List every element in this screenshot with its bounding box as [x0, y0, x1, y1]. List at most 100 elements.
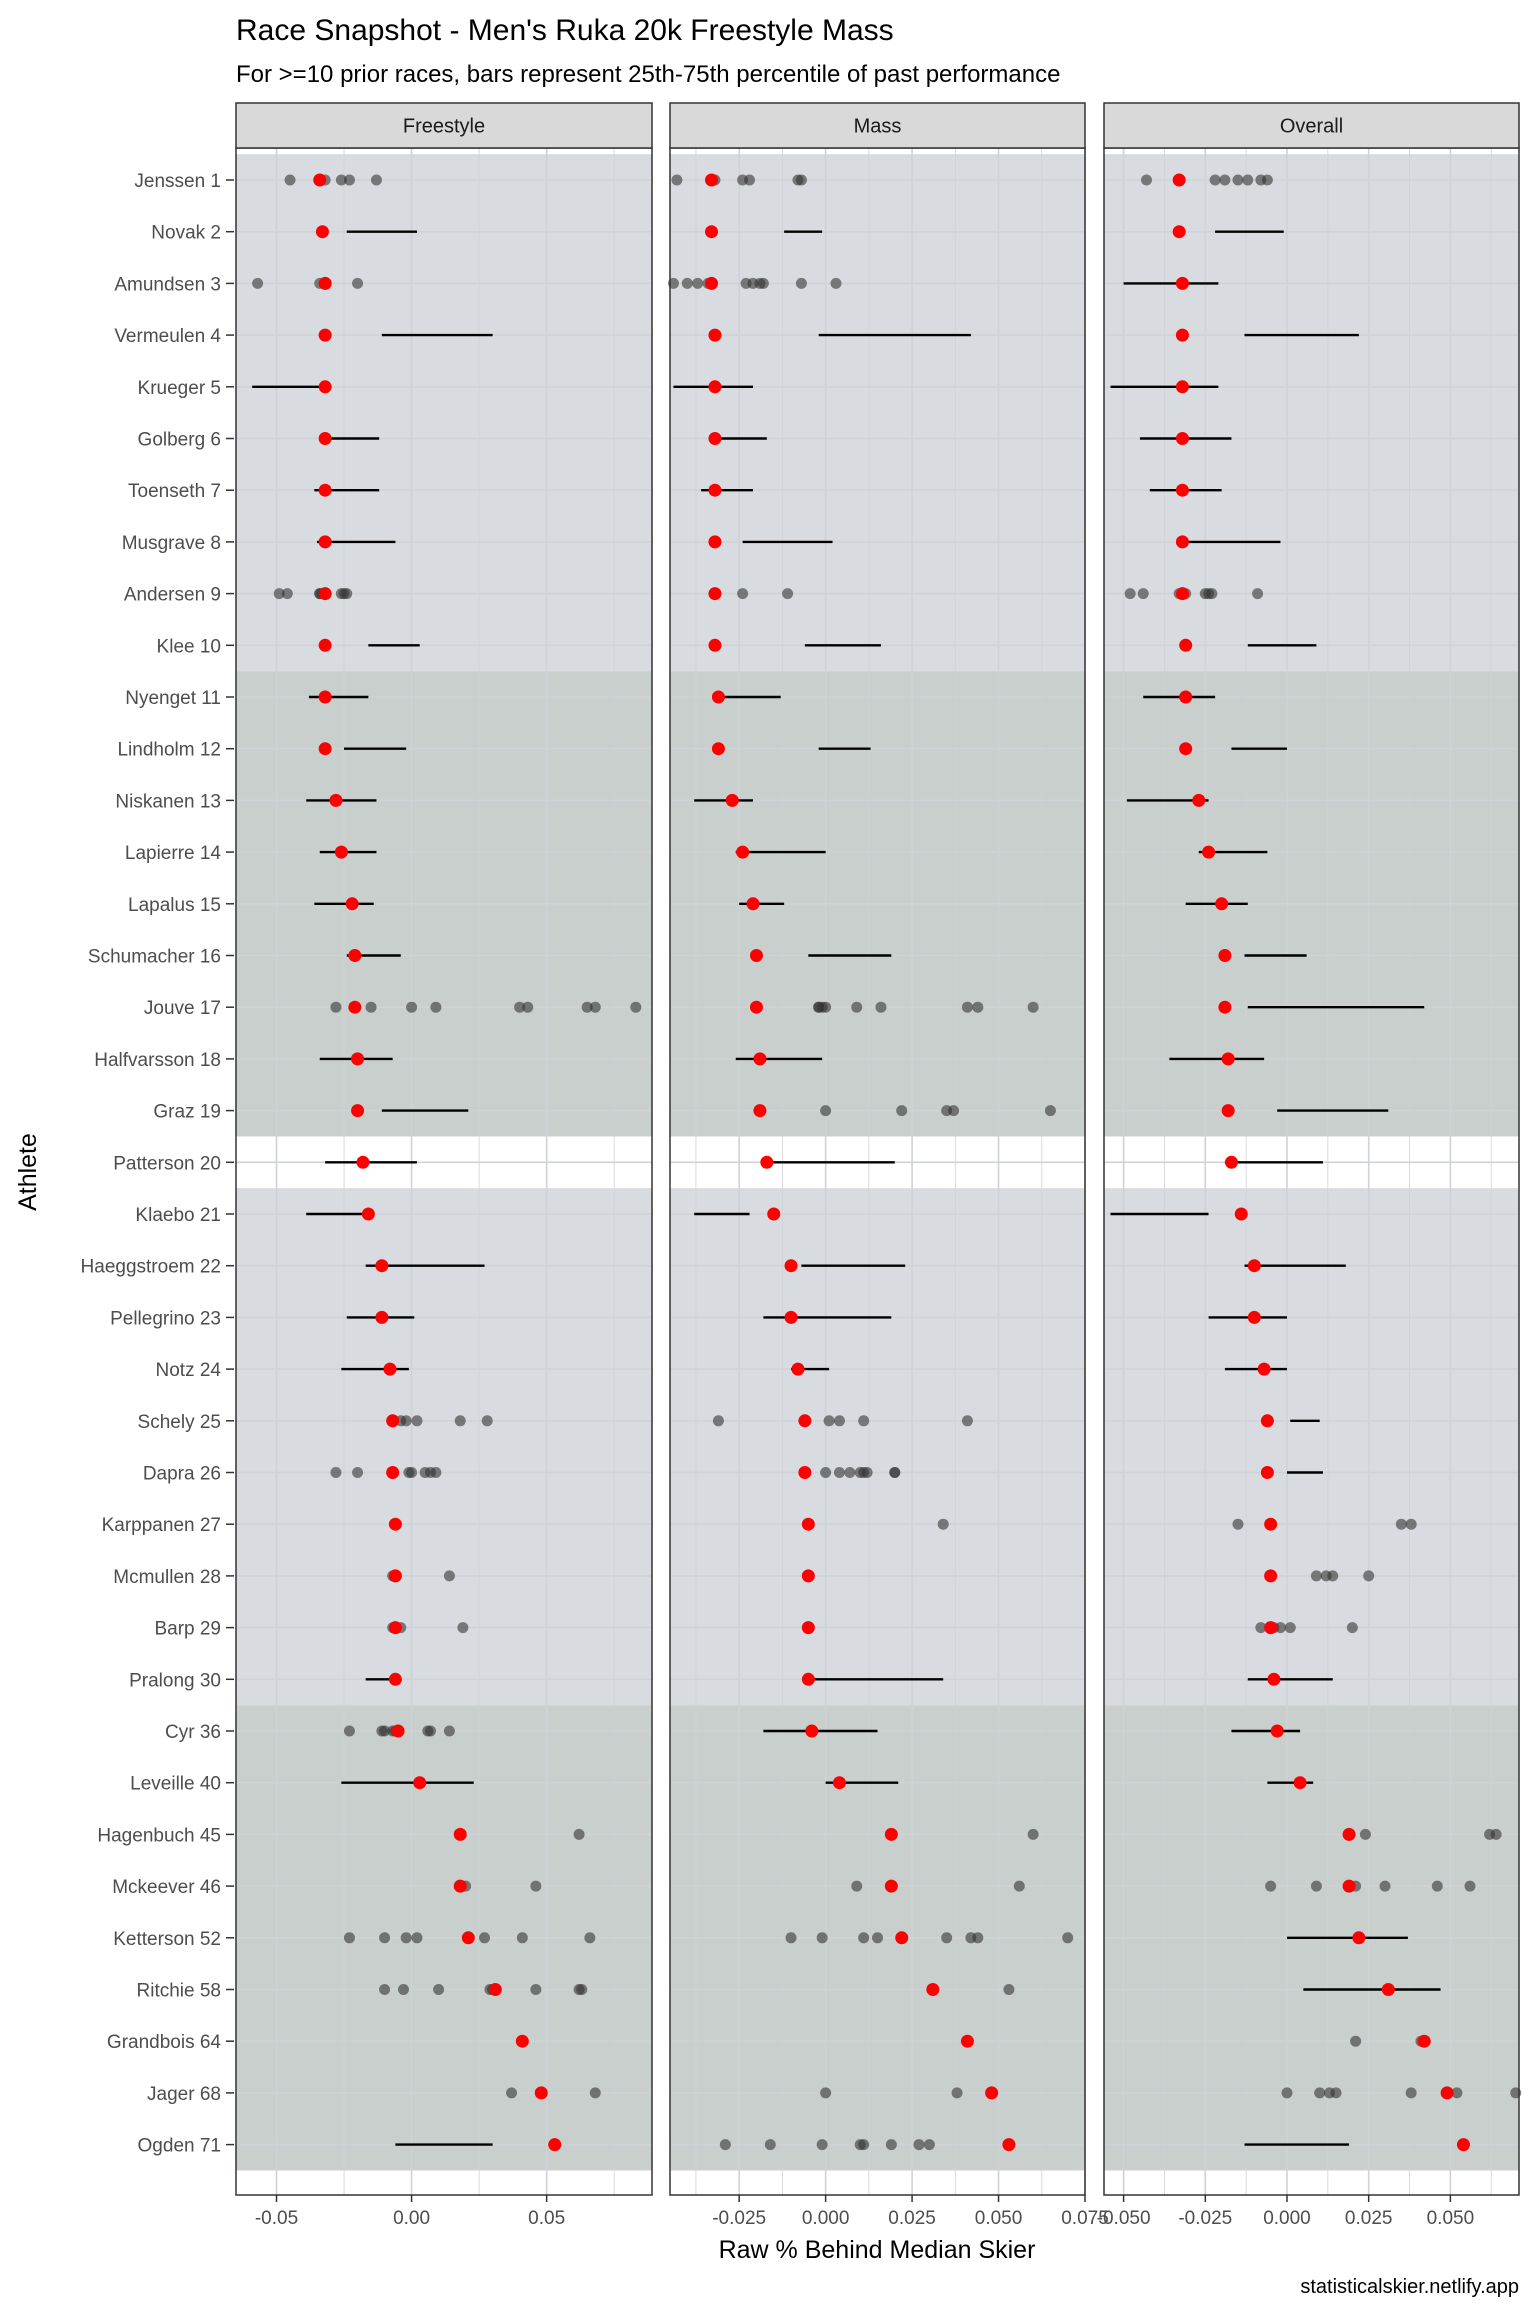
- past-race-point: [530, 1984, 542, 1995]
- past-race-point: [872, 1932, 883, 1944]
- past-race-point: [764, 2139, 776, 2151]
- past-race-point: [1405, 2087, 1417, 2099]
- past-race-point: [352, 277, 364, 289]
- past-race-point: [1252, 588, 1264, 600]
- past-race-point: [1310, 1570, 1322, 1582]
- past-race-point: [457, 1622, 469, 1634]
- current-race-point: [1264, 1517, 1278, 1531]
- current-race-point: [753, 1104, 767, 1118]
- athlete-label: Halfvarsson 18: [94, 1050, 221, 1071]
- past-race-point: [365, 1001, 377, 1013]
- athlete-label: Jager 68: [147, 2084, 221, 2105]
- past-race-point: [1003, 1984, 1015, 1995]
- current-race-point: [736, 845, 750, 859]
- current-race-point: [725, 793, 739, 807]
- current-race-point: [801, 1517, 815, 1531]
- past-race-point: [516, 1932, 528, 1944]
- past-race-point: [851, 1880, 863, 1892]
- current-race-point: [318, 432, 332, 445]
- athlete-label: Niskanen 13: [115, 791, 221, 812]
- current-race-point: [1264, 1569, 1278, 1583]
- past-race-point: [281, 588, 293, 600]
- athlete-label: Patterson 20: [113, 1153, 221, 1174]
- athlete-label: Amundsen 3: [114, 274, 221, 295]
- past-race-point: [885, 2139, 897, 2151]
- current-race-point: [375, 1310, 389, 1324]
- past-race-point: [430, 1467, 442, 1478]
- current-race-point: [1381, 1983, 1395, 1996]
- x-tick-label: 0.050: [1427, 2208, 1475, 2229]
- current-race-point: [1175, 587, 1189, 601]
- athlete-label: Schely 25: [138, 1412, 221, 1433]
- past-race-point: [379, 1932, 391, 1944]
- athlete-label: Lapierre 14: [125, 843, 222, 864]
- chart-subtitle: For >=10 prior races, bars represent 25t…: [236, 61, 1060, 88]
- past-race-point: [1242, 174, 1254, 186]
- current-race-point: [798, 1414, 812, 1428]
- past-race-point: [506, 2087, 518, 2099]
- past-race-point: [406, 1001, 418, 1013]
- past-race-point: [330, 1001, 342, 1013]
- athlete-label: Cyr 36: [165, 1722, 221, 1743]
- rank-band: [236, 154, 652, 672]
- current-race-point: [895, 1931, 909, 1945]
- past-race-point: [785, 1932, 797, 1944]
- past-race-point: [1490, 1828, 1502, 1840]
- facet-panel-overall: Overall -0.050 -0.025 0.000 0.025 0.050: [1097, 102, 1522, 2229]
- past-race-point: [454, 1415, 466, 1427]
- current-race-point: [386, 1466, 400, 1479]
- current-race-point: [801, 1672, 815, 1686]
- past-race-point: [972, 1932, 984, 1944]
- past-race-point: [481, 1415, 493, 1427]
- past-race-point: [1284, 1622, 1296, 1634]
- past-race-point: [1261, 174, 1273, 186]
- past-race-point: [820, 2087, 832, 2099]
- current-race-point: [711, 690, 725, 704]
- past-race-point: [820, 1105, 832, 1117]
- x-tick-label: 0.050: [975, 2208, 1023, 2229]
- athlete-label: Vermeulen 4: [114, 326, 221, 347]
- current-race-point: [1247, 1259, 1261, 1273]
- current-race-point: [1270, 1724, 1284, 1738]
- current-race-point: [708, 638, 722, 652]
- past-race-point: [896, 1105, 908, 1117]
- past-race-point: [937, 1518, 949, 1530]
- past-race-point: [430, 1001, 442, 1013]
- current-race-point: [708, 483, 722, 497]
- past-race-point: [858, 2139, 870, 2151]
- past-race-point: [1209, 174, 1221, 186]
- current-race-point: [318, 587, 332, 601]
- athlete-label: Jenssen 1: [134, 171, 221, 192]
- current-race-point: [375, 1259, 389, 1273]
- current-race-point: [749, 949, 763, 962]
- past-race-point: [951, 2087, 963, 2099]
- current-race-point: [705, 173, 718, 187]
- past-race-point: [411, 1415, 423, 1427]
- past-race-point: [889, 1467, 901, 1478]
- past-race-point: [1255, 1622, 1267, 1634]
- chart-title: Race Snapshot - Men's Ruka 20k Freestyle…: [236, 14, 894, 47]
- current-race-point: [388, 1569, 402, 1583]
- past-race-point: [1062, 1932, 1074, 1944]
- past-race-point: [1274, 1622, 1286, 1634]
- current-race-point: [1175, 276, 1189, 290]
- athlete-label: Andersen 9: [124, 585, 221, 606]
- current-race-point: [351, 1052, 365, 1066]
- past-race-point: [1464, 1880, 1476, 1892]
- y-axis-title: Athlete: [14, 1133, 42, 1211]
- athlete-label: Toenseth 7: [128, 481, 221, 502]
- past-race-point: [923, 2139, 935, 2151]
- past-race-point: [530, 1880, 542, 1892]
- x-tick-label: 0.05: [528, 2208, 565, 2229]
- current-race-point: [1179, 690, 1193, 704]
- athlete-label: Pellegrino 23: [110, 1308, 221, 1329]
- current-race-point: [1417, 2034, 1431, 2048]
- past-race-point: [443, 1725, 455, 1737]
- past-race-point: [737, 588, 749, 600]
- past-race-point: [1281, 2087, 1293, 2099]
- current-race-point: [1293, 1776, 1307, 1790]
- past-race-point: [844, 1467, 856, 1478]
- current-race-point: [798, 1466, 812, 1479]
- athlete-label: Karppanen 27: [102, 1515, 221, 1536]
- current-race-point: [708, 328, 722, 342]
